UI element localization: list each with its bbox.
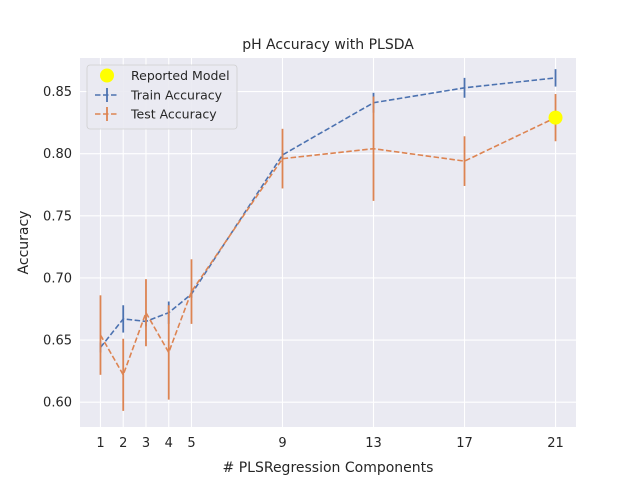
y-tick-label: 0.80 <box>43 147 72 162</box>
y-tick-label: 0.75 <box>43 209 72 224</box>
legend-label: Train Accuracy <box>130 88 223 103</box>
legend-label: Test Accuracy <box>130 107 217 122</box>
x-tick-label: 21 <box>547 436 564 451</box>
chart-title: pH Accuracy with PLSDA <box>242 37 414 53</box>
x-tick-label: 1 <box>96 436 104 451</box>
x-tick-label: 5 <box>187 436 195 451</box>
highlight-layer <box>548 110 563 125</box>
x-axis-label: # PLSRegression Components <box>223 460 434 476</box>
y-tick-label: 0.85 <box>43 85 72 100</box>
legend: Reported Model Train Accuracy Test Accurac… <box>86 64 238 130</box>
series-layer <box>99 69 557 411</box>
x-tick-label: 9 <box>278 436 286 451</box>
y-tick-label: 0.70 <box>43 271 72 286</box>
x-tick-label: 3 <box>142 436 150 451</box>
x-tick-label: 13 <box>365 436 382 451</box>
series-test-accuracy <box>99 94 557 411</box>
x-tick-label: 17 <box>456 436 473 451</box>
tick-labels: 1 2 3 4 5 9 13 17 21 0.60 0.65 0.70 0.75 0.80 0.85 <box>43 85 564 451</box>
y-axis-label: Accuracy <box>16 211 32 275</box>
y-tick-label: 0.60 <box>43 396 72 411</box>
y-tick-label: 0.65 <box>43 334 72 349</box>
legend-label-reported-model: Reported Model <box>131 68 230 83</box>
legend-box <box>86 64 238 130</box>
legend-marker-reported-model <box>100 68 114 83</box>
x-tick-label: 2 <box>119 436 127 451</box>
series-line <box>99 116 556 377</box>
x-tick-label: 4 <box>165 436 173 451</box>
reported-model-marker <box>548 110 563 125</box>
